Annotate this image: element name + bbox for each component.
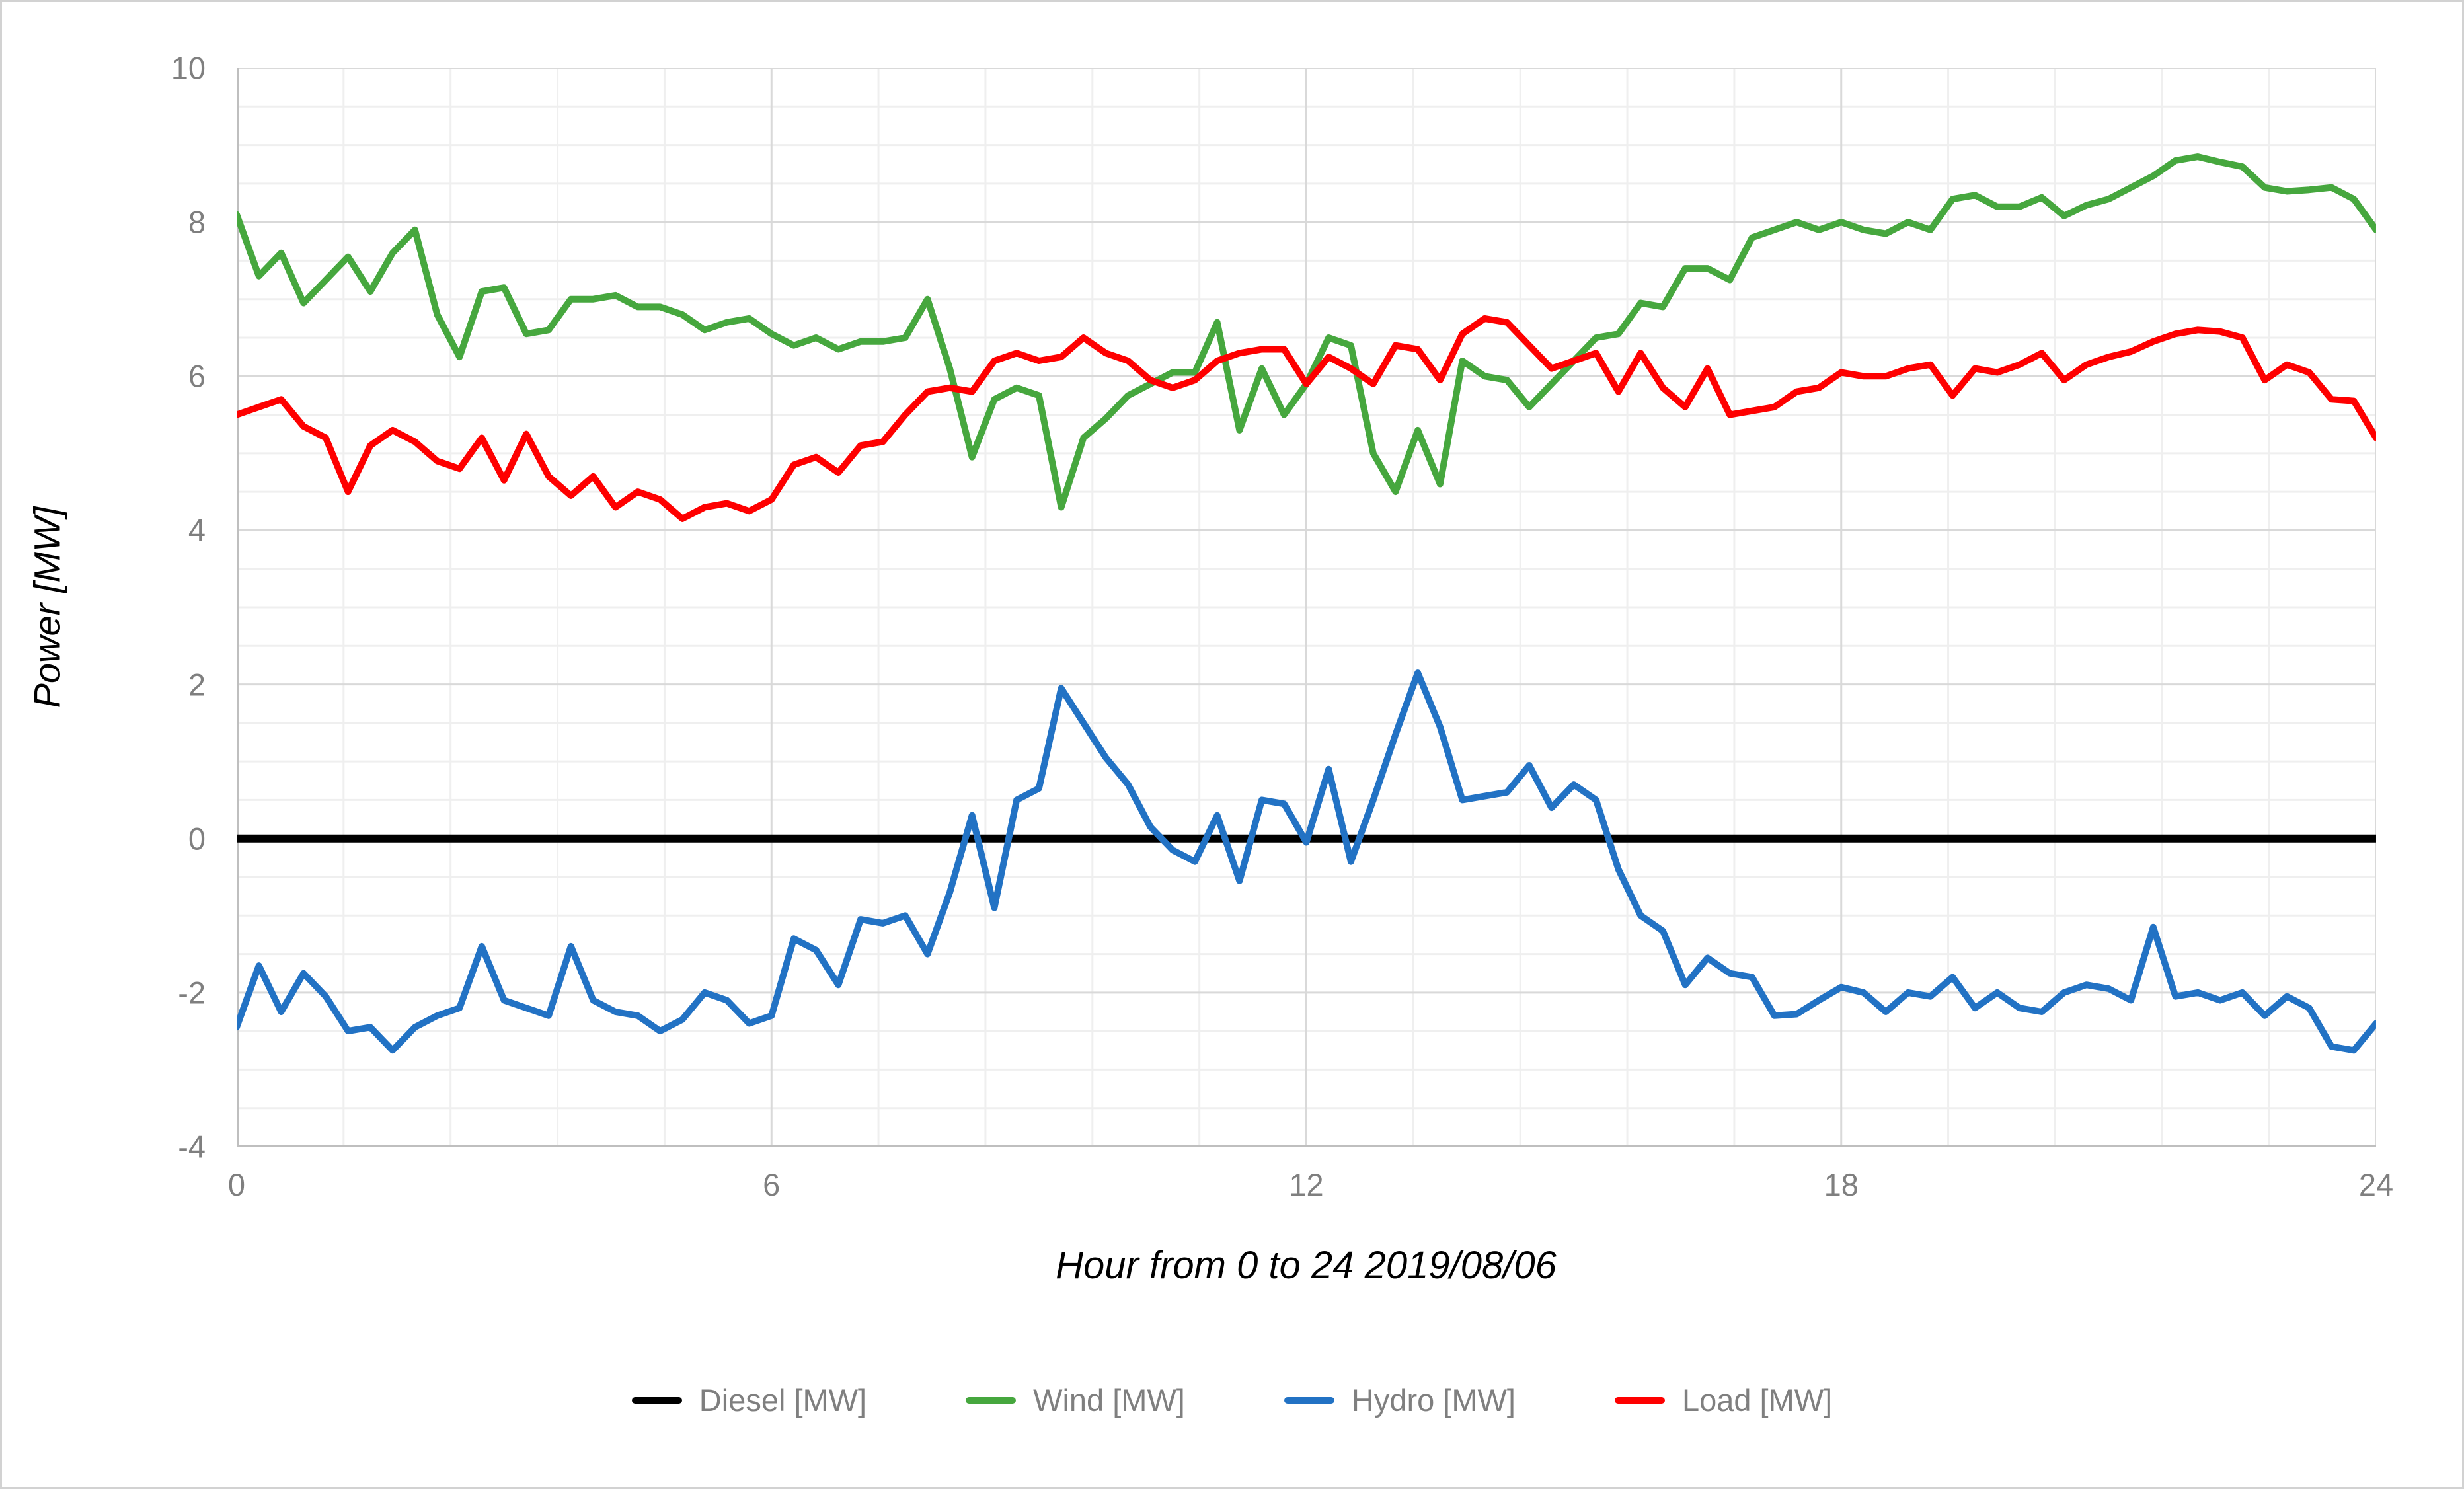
legend-label: Hydro [MW]: [1351, 1383, 1516, 1418]
x-tick-label: 0: [227, 1167, 246, 1202]
y-tick-label: -4: [178, 1129, 206, 1164]
y-tick-label: 4: [188, 512, 206, 548]
legend-item-hydro: Hydro [MW]: [1284, 1382, 1516, 1418]
legend-swatch-load: [1614, 1396, 1665, 1404]
y-tick-label: 6: [188, 358, 206, 394]
legend: Diesel [MW] Wind [MW] Hydro [MW] Load [MW]: [2, 1382, 2462, 1418]
legend-label: Load [MW]: [1681, 1383, 1833, 1418]
y-tick-label: 0: [188, 821, 206, 857]
x-tick-label: 18: [1824, 1167, 1859, 1202]
legend-swatch-diesel: [631, 1396, 682, 1404]
legend-item-diesel: Diesel [MW]: [631, 1382, 867, 1418]
y-tick-label: 2: [188, 667, 206, 703]
x-tick-label: 24: [2358, 1167, 2394, 1202]
series-line-load: [237, 315, 2376, 522]
y-axis-title: Power [MW]: [26, 506, 68, 708]
y-tick-label: 8: [188, 204, 206, 240]
y-tick-label: -2: [178, 975, 206, 1011]
y-tick-label: 10: [171, 50, 206, 86]
legend-swatch-wind: [966, 1396, 1017, 1404]
x-tick-label: 12: [1289, 1167, 1324, 1202]
legend-item-wind: Wind [MW]: [966, 1382, 1185, 1418]
legend-item-load: Load [MW]: [1614, 1382, 1833, 1418]
legend-swatch-hydro: [1284, 1396, 1334, 1404]
chart-canvas: [237, 68, 2376, 1147]
series-line-hydro: [237, 669, 2376, 1054]
plot-area: [237, 68, 2376, 1147]
x-tick-label: 6: [763, 1167, 781, 1202]
legend-label: Wind [MW]: [1033, 1383, 1185, 1418]
x-axis-title: Hour from 0 to 24 2019/08/06: [1056, 1244, 1557, 1287]
legend-label: Diesel [MW]: [699, 1383, 867, 1418]
